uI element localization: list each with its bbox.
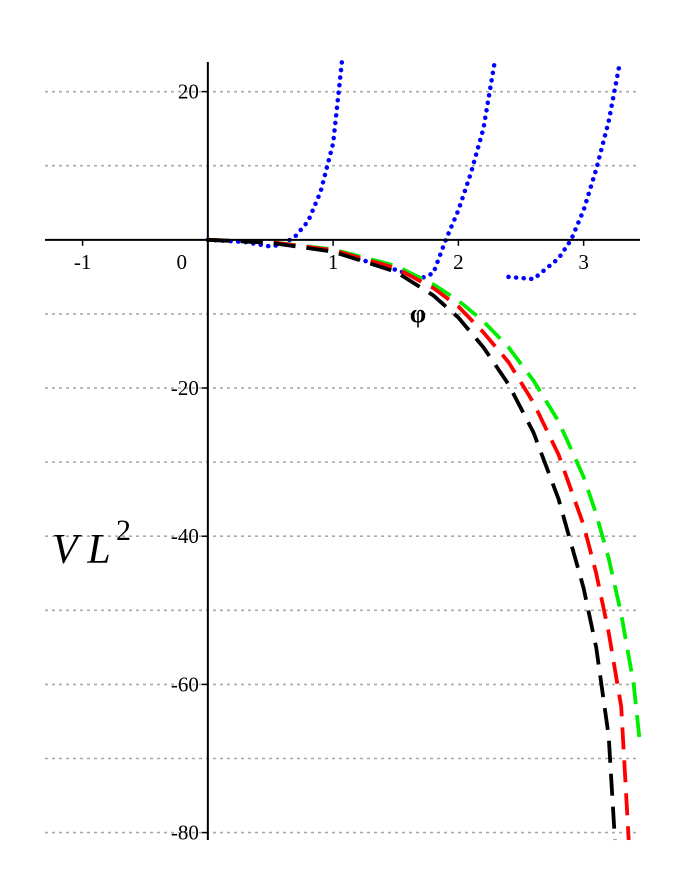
- y-tick-label: -40: [171, 524, 199, 548]
- series-0-line: [205, 59, 623, 282]
- y-tick-label: -80: [171, 821, 199, 845]
- y-axis-label-superscript: 2: [116, 514, 131, 547]
- series-1-line: [207, 237, 642, 744]
- x-tick-label: 2: [453, 250, 464, 274]
- y-axis-label: V L 2: [52, 514, 131, 573]
- origin-label: 0: [177, 250, 188, 274]
- y-tick-label: -60: [171, 672, 199, 696]
- x-axis-label: φ: [410, 299, 426, 328]
- y-axis-label-main: V L: [52, 527, 111, 573]
- ticks: -1 1 2 320-20-40-60-80: [74, 80, 589, 845]
- x-tick-label: -1: [74, 250, 92, 274]
- axes: [45, 62, 640, 840]
- series-3-line: [207, 237, 617, 841]
- series-2-line: [207, 237, 631, 841]
- y-tick-label: 20: [178, 80, 199, 104]
- curves: [205, 59, 642, 841]
- y-tick-label: -20: [171, 376, 199, 400]
- x-tick-label: 1: [328, 250, 339, 274]
- x-tick-label: 3: [578, 250, 589, 274]
- grid: [45, 90, 640, 834]
